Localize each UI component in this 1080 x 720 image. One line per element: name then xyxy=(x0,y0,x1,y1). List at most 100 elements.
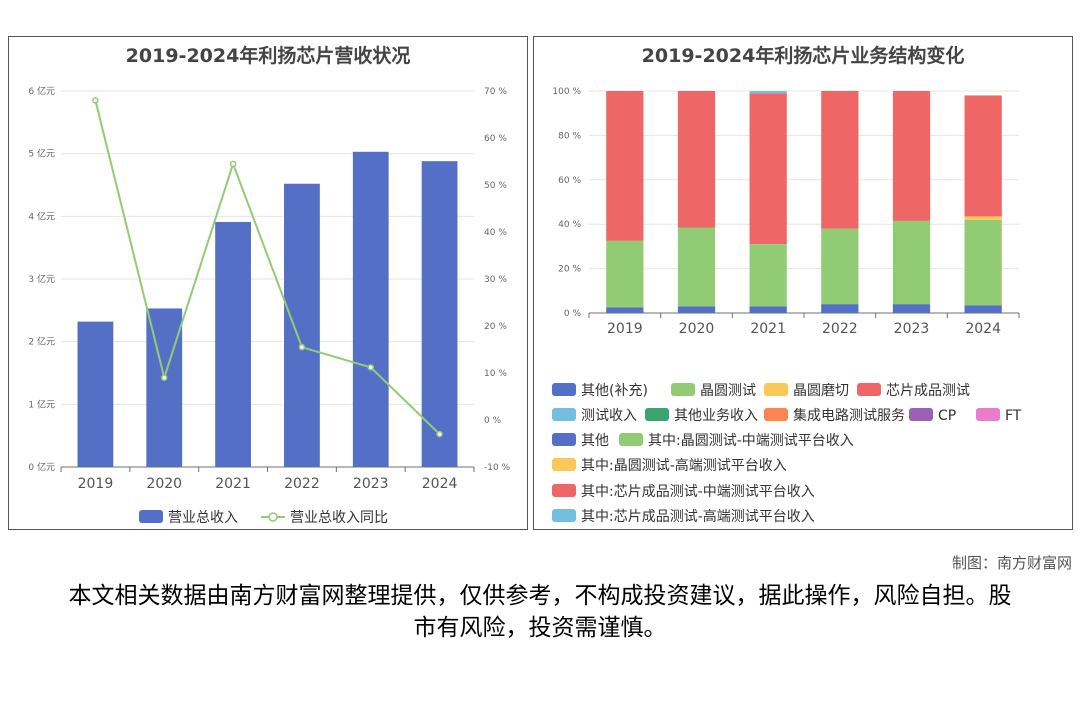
legend-swatch xyxy=(552,458,576,471)
stacked-bar-segment xyxy=(964,216,1002,220)
legend-label: 其他 xyxy=(581,433,609,449)
y-axis-tick-label: 0 % xyxy=(564,309,582,319)
y-axis-tick-label: 40 % xyxy=(558,220,581,230)
legend-swatch xyxy=(552,433,576,446)
legend-swatch xyxy=(552,509,576,522)
revenue-bar xyxy=(215,221,251,467)
x-axis-tick-label: 2023 xyxy=(894,321,930,337)
x-axis-tick-label: 2021 xyxy=(215,476,251,492)
legend-swatch xyxy=(552,383,576,396)
legend-swatch xyxy=(552,408,576,421)
yoy-growth-point xyxy=(298,343,306,351)
revenue-bar xyxy=(352,151,389,467)
left-axis-tick-label: 3 亿元 xyxy=(28,273,55,285)
x-axis-tick-label: 2022 xyxy=(284,476,320,492)
legend-label: CP xyxy=(938,408,956,424)
x-axis-tick-label: 2022 xyxy=(822,321,858,337)
x-axis-tick-label: 2023 xyxy=(353,476,389,492)
right-axis-tick-label: 70 % xyxy=(484,87,507,97)
y-axis-tick-label: 80 % xyxy=(558,131,581,141)
yoy-growth-point xyxy=(92,97,99,104)
left-axis-tick-label: 5 亿元 xyxy=(28,148,55,160)
y-axis-tick-label: 60 % xyxy=(558,176,581,186)
left-axis-tick-label: 1 亿元 xyxy=(28,398,55,410)
legend-label: 其他(补充) xyxy=(581,383,648,399)
stacked-bar-segment xyxy=(677,306,716,313)
stacked-bar-segment xyxy=(892,220,931,305)
structure-chart-title: 2019-2024年利扬芯片业务结构变化 xyxy=(641,45,965,67)
right-axis-tick-label: 0 % xyxy=(484,416,502,426)
x-axis-tick-label: 2019 xyxy=(78,476,114,492)
x-axis-tick-label: 2019 xyxy=(607,321,643,337)
legend-swatch xyxy=(764,408,788,421)
legend-swatch-revenue xyxy=(139,510,163,523)
stacked-bar-segment xyxy=(677,91,716,228)
legend-swatch xyxy=(619,433,643,446)
revenue-bar xyxy=(284,183,320,467)
legend-label-revenue: 营业总收入 xyxy=(168,510,238,526)
left-axis-tick-label: 2 亿元 xyxy=(28,336,55,348)
x-axis-tick-label: 2020 xyxy=(146,476,182,492)
right-axis-tick-label: -10 % xyxy=(484,463,511,473)
stacked-bar-segment xyxy=(606,307,644,313)
legend-label-yoy: 营业总收入同比 xyxy=(290,510,388,526)
right-axis-tick-label: 50 % xyxy=(484,181,507,191)
stacked-bar-segment xyxy=(606,240,644,308)
stacked-bar-segment xyxy=(964,95,1002,217)
right-axis-tick-label: 40 % xyxy=(484,228,507,238)
legend-swatch xyxy=(764,383,788,396)
y-axis-tick-label: 100 % xyxy=(552,87,581,97)
yoy-growth-point xyxy=(436,430,443,438)
legend-swatch xyxy=(909,408,933,421)
revenue-chart-svg: 0 亿元 1 亿元 2 亿元 3 亿元 4 亿元 5 亿元 6 亿元 -10 % 0 % 10 %… xyxy=(28,85,511,526)
stacked-bar-segment xyxy=(749,91,787,94)
chart-credit: 制图：南方财富网 xyxy=(951,554,1072,572)
revenue-chart-title: 2019-2024年利扬芯片营收状况 xyxy=(125,45,411,67)
stacked-bar-segment xyxy=(821,304,859,313)
x-axis-tick-label: 2020 xyxy=(679,321,715,337)
legend-label: 晶圆测试 xyxy=(700,383,756,399)
stacked-bar-segment xyxy=(964,305,1002,313)
legend-swatch-yoy-point xyxy=(268,512,278,522)
yoy-growth-point xyxy=(367,364,374,371)
y-axis-tick-label: 20 % xyxy=(558,265,581,275)
stacked-bar-segment xyxy=(892,91,931,221)
legend-label: 晶圆磨切 xyxy=(793,383,849,399)
legend-label: 其中:晶圆测试-高端测试平台收入 xyxy=(581,457,787,474)
structure-chart-panel: 2019-2024年利扬芯片业务结构变化 0 % 20 % 40 % 60 % 80 %… xyxy=(533,36,1073,530)
right-axis-tick-label: 20 % xyxy=(484,322,507,332)
legend-label: 其中:晶圆测试-中端测试平台收入 xyxy=(648,433,854,449)
stacked-bar-segment xyxy=(749,93,787,245)
yoy-growth-point xyxy=(229,160,237,168)
stacked-bar-segment xyxy=(749,306,787,313)
x-axis-tick-label: 2021 xyxy=(750,321,786,337)
legend-swatch xyxy=(645,408,669,421)
stacked-bar-segment xyxy=(821,228,859,305)
stacked-bar-segment xyxy=(749,244,787,307)
left-axis-tick-label: 6 亿元 xyxy=(28,85,55,97)
legend-swatch xyxy=(976,408,1000,421)
stacked-bar-segment xyxy=(821,91,859,229)
stacked-bar-segment xyxy=(892,304,931,313)
x-axis-tick-label: 2024 xyxy=(422,476,458,492)
left-axis-tick-label: 4 亿元 xyxy=(28,210,55,222)
legend-label: 测试收入 xyxy=(581,408,637,424)
x-axis-tick-label: 2024 xyxy=(965,321,1001,337)
legend-swatch xyxy=(857,383,881,396)
stacked-bar-segment xyxy=(677,227,716,307)
revenue-chart-panel: 2019-2024年利扬芯片营收状况 0 亿元 1 亿元 2 亿元 3 亿元 4 亿元 5… xyxy=(8,36,528,530)
right-axis-tick-label: 10 % xyxy=(484,369,507,379)
yoy-growth-line xyxy=(94,100,441,435)
left-axis-tick-label: 0 亿元 xyxy=(28,461,55,473)
legend-label: FT xyxy=(1005,408,1022,424)
legend-label: 其中:芯片成品测试-高端测试平台收入 xyxy=(581,508,815,525)
right-axis-tick-label: 60 % xyxy=(484,134,507,144)
legend-label: 其中:芯片成品测试-中端测试平台收入 xyxy=(581,484,815,500)
stacked-bar-segment xyxy=(606,91,644,241)
right-axis-tick-label: 30 % xyxy=(484,275,507,285)
legend-label: 其他业务收入 xyxy=(674,408,758,424)
stacked-bar-segment xyxy=(964,219,1002,306)
revenue-bar xyxy=(77,321,114,467)
revenue-bar xyxy=(421,161,458,467)
legend-swatch xyxy=(552,484,576,497)
